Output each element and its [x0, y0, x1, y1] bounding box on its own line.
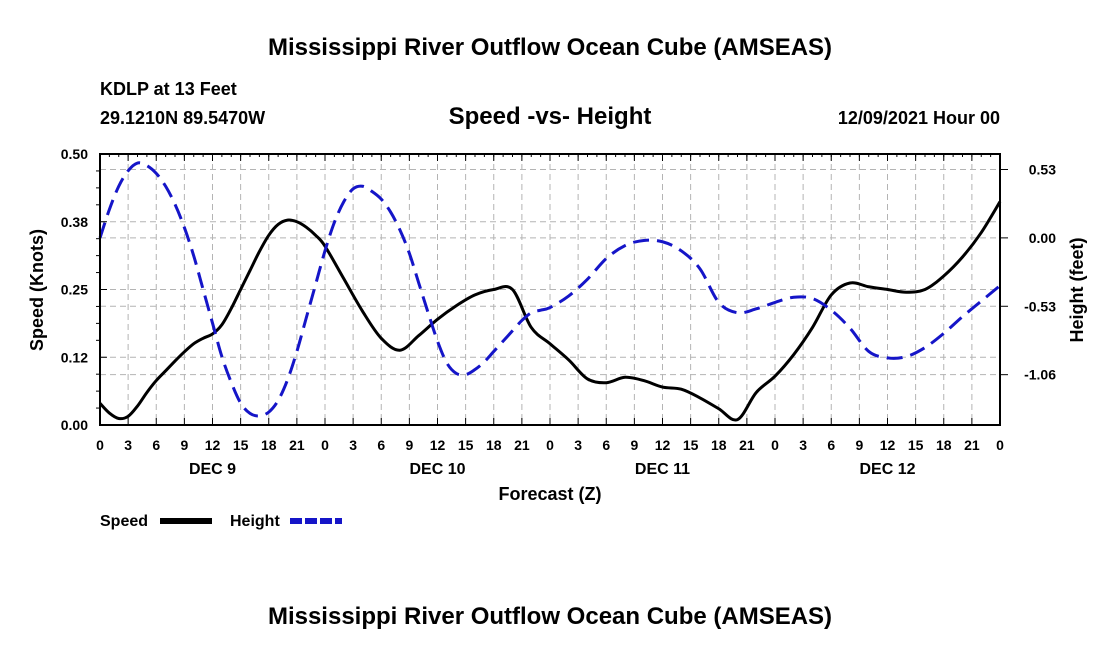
main-title: Mississippi River Outflow Ocean Cube (AM… [268, 34, 832, 61]
x-tick-label: 18 [486, 437, 502, 453]
x-tick-label: 0 [771, 437, 779, 453]
y2-axis-label: Height (feet) [1067, 238, 1087, 343]
x-tick-label: 21 [514, 437, 530, 453]
y-tick-label: 0.00 [61, 417, 88, 433]
series-layer [98, 161, 1002, 422]
x-tick-label: 15 [683, 437, 699, 453]
x-tick-label: 12 [880, 437, 896, 453]
day-label: DEC 9 [189, 461, 236, 478]
x-tick-label: 18 [711, 437, 727, 453]
x-tick-label: 6 [377, 437, 385, 453]
speed-series-line [98, 200, 1002, 422]
x-tick-label: 18 [936, 437, 952, 453]
x-tick-label: 15 [458, 437, 474, 453]
x-tick-label: 12 [205, 437, 221, 453]
x-tick-label: 6 [152, 437, 160, 453]
y-tick-label: 0.25 [61, 282, 88, 298]
legend-height-label: Height [230, 513, 280, 530]
legend-speed-label: Speed [100, 513, 148, 530]
chart-subtitle: Speed -vs- Height [449, 103, 652, 130]
x-tick-label: 0 [96, 437, 104, 453]
y2-tick-label: -0.53 [1024, 298, 1056, 314]
x-tick-label: 18 [261, 437, 277, 453]
location-label: 29.1210N 89.5470W [100, 108, 265, 128]
x-tick-label: 6 [602, 437, 610, 453]
y2-tick-label: -1.06 [1024, 367, 1056, 383]
x-tick-label: 3 [574, 437, 582, 453]
day-label: DEC 12 [859, 461, 915, 478]
x-tick-label: 3 [349, 437, 357, 453]
x-tick-label: 12 [655, 437, 671, 453]
x-tick-label: 15 [233, 437, 249, 453]
x-tick-label: 0 [321, 437, 329, 453]
station-label: KDLP at 13 Feet [100, 79, 237, 99]
x-tick-label: 9 [180, 437, 188, 453]
footer-title: Mississippi River Outflow Ocean Cube (AM… [268, 603, 832, 630]
grid [100, 154, 1000, 425]
x-tick-label: 12 [430, 437, 446, 453]
x-tick-label: 9 [855, 437, 863, 453]
x-tick-label: 15 [908, 437, 924, 453]
x-tick-label: 3 [124, 437, 132, 453]
x-axis-label: Forecast (Z) [498, 484, 601, 504]
y-tick-label: 0.12 [61, 349, 88, 365]
x-tick-label: 9 [405, 437, 413, 453]
x-tick-label: 0 [996, 437, 1004, 453]
x-tick-label: 0 [546, 437, 554, 453]
axes: 0 3 6 9 12 15 18 21 0 3 6 9 12 15 18 21 0 3 6 9 12 15 18 21 0 3 6 9… [61, 146, 1056, 478]
x-tick-label: 21 [964, 437, 980, 453]
x-tick-label: 21 [739, 437, 755, 453]
y-tick-label: 0.38 [61, 214, 88, 230]
x-tick-label: 9 [630, 437, 638, 453]
x-tick-label: 6 [827, 437, 835, 453]
day-label: DEC 10 [409, 461, 465, 478]
x-tick-label: 3 [799, 437, 807, 453]
datetime-label: 12/09/2021 Hour 00 [838, 108, 1000, 128]
y-axis-label: Speed (Knots) [27, 229, 47, 351]
legend: Speed Height [100, 513, 342, 530]
y-tick-label: 0.50 [61, 146, 88, 162]
height-series-line [98, 161, 1001, 418]
x-tick-label: 21 [289, 437, 305, 453]
y2-tick-label: 0.00 [1029, 230, 1056, 246]
day-label: DEC 11 [635, 461, 690, 478]
y2-tick-label: 0.53 [1029, 161, 1056, 177]
